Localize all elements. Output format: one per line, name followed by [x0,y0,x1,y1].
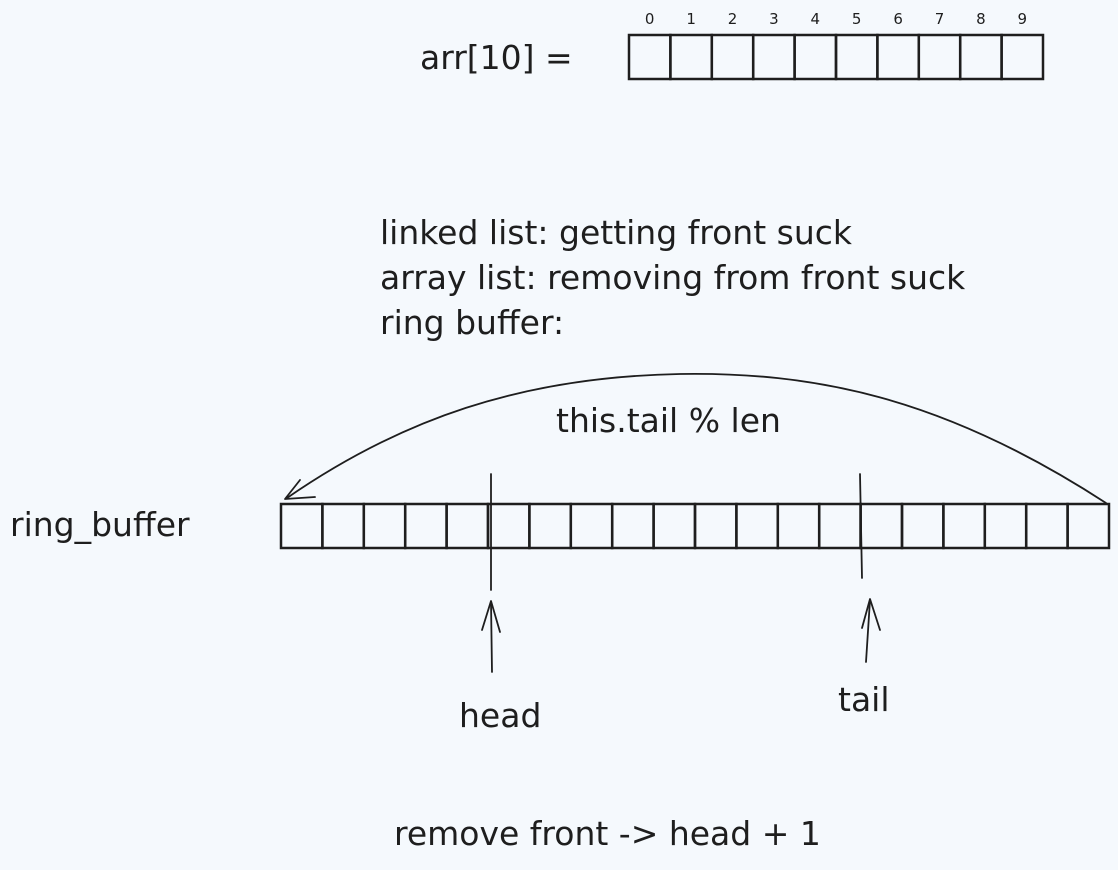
wrap-arrowhead [284,479,316,500]
ring-buffer-cell [1024,502,1069,550]
ring-buffer-cell [693,502,738,550]
array-cell [669,33,714,81]
notes-block: linked list: getting front suck array li… [380,210,965,345]
array-index-label: 3 [769,10,779,28]
array-index-label: 6 [893,10,903,28]
array-index-label: 8 [976,10,986,28]
note-array-list: array list: removing from front suck [380,258,966,297]
ring-buffer-cell [569,502,614,550]
array-cell [834,33,879,81]
ring-buffer-label: ring_buffer [10,505,190,544]
wrap-around-arc [286,372,1107,504]
footer-note: remove front -> head + 1 [394,814,821,853]
array-cell [917,33,962,81]
head-pointer-arrow [490,601,493,673]
tail-pointer-arrow [865,599,871,663]
array-label: arr[10] = [420,38,573,77]
ring-buffer-cell [528,502,573,550]
ring-buffer-cell [942,502,987,550]
ring-buffer-cell [486,502,531,550]
tail-label: tail [838,680,890,719]
array-cell [710,33,755,81]
ring-buffer-cell [279,502,324,550]
ring-buffer-cell [652,502,697,550]
array-index-label: 7 [934,10,945,28]
array-index-label: 2 [727,10,738,28]
ring-buffer-cell [1066,502,1111,550]
ring-buffer-cell [776,502,821,550]
array-index-label: 1 [686,10,696,28]
ring-buffer-cell [610,502,655,550]
array-cell [793,33,838,81]
tail-arrowhead [861,598,881,631]
array-index-label: 4 [810,10,821,28]
array-cell [958,33,1003,81]
head-label: head [459,696,542,735]
array-index-label: 9 [1017,10,1028,28]
array-cell [751,33,796,81]
ring-buffer-cell [983,502,1028,550]
ring-buffer-cell [362,502,407,550]
array-index-label: 5 [851,10,862,28]
tail-marker-line [859,473,863,579]
wrap-around-label: this.tail % len [556,401,781,440]
ring-buffer-cells [279,502,1111,550]
array-cell [876,33,921,81]
note-linked-list: linked list: getting front suck [380,213,853,252]
array-index-label: 0 [644,10,655,28]
array-cell [627,33,672,81]
array-cells [627,33,1045,81]
array-cell [1000,33,1045,81]
head-arrowhead [481,600,501,633]
ring-buffer-cell [321,502,366,550]
ring-buffer-cell [859,502,904,550]
ring-buffer-cell [403,502,448,550]
ring-buffer-cell [735,502,780,550]
ring-buffer-cell [445,502,490,550]
ring-buffer-cell [817,502,862,550]
ring-buffer-cell [900,502,945,550]
note-ring-buffer: ring buffer: [380,303,565,342]
